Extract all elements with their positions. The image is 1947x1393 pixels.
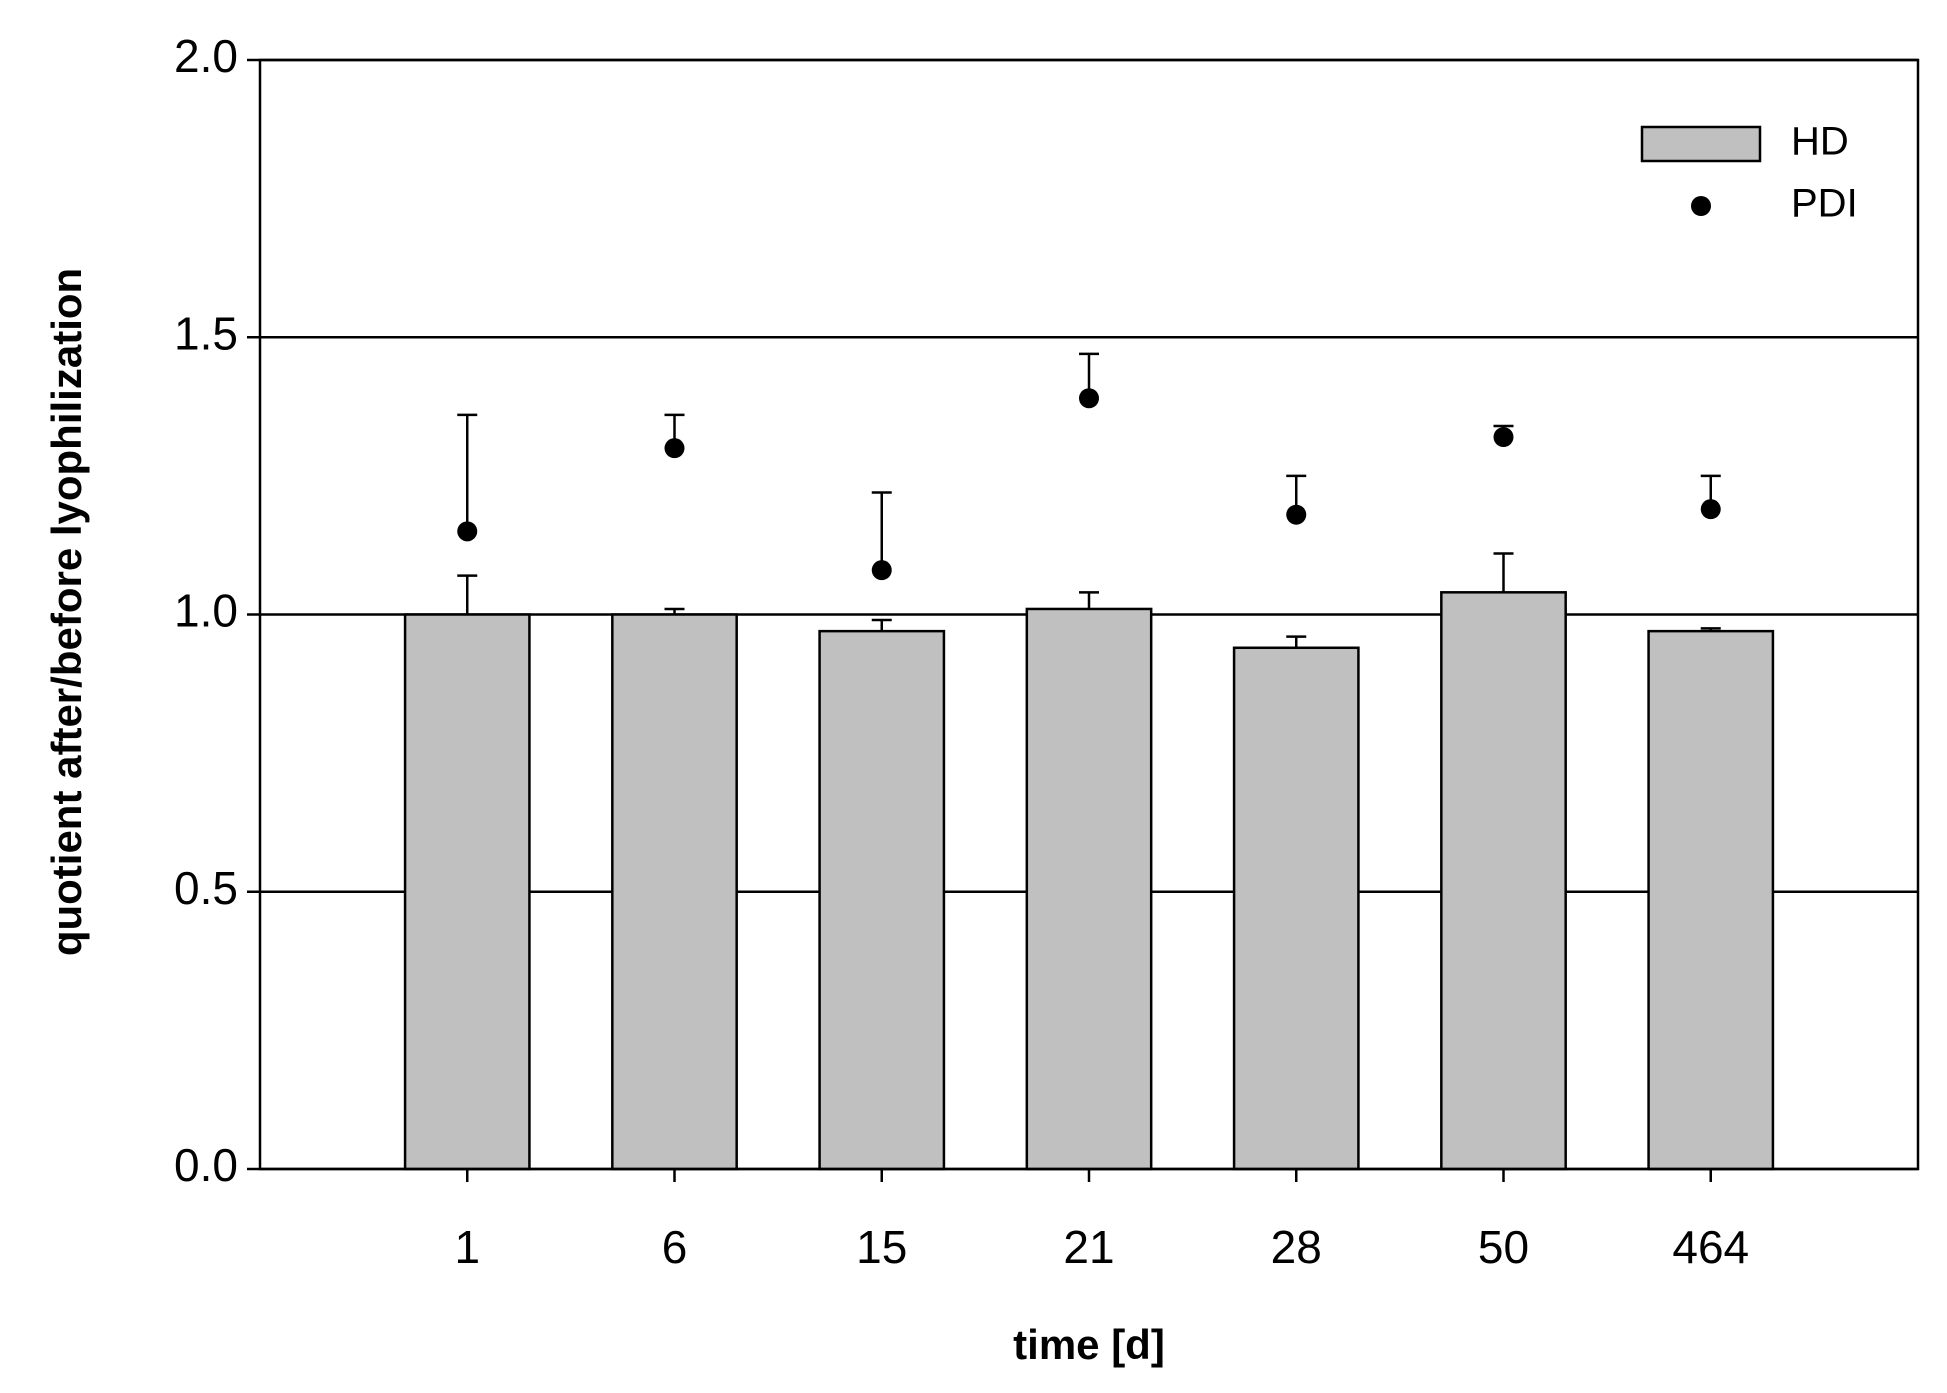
bar	[818, 629, 946, 1171]
point	[871, 560, 892, 581]
plot-frame	[258, 58, 1920, 1171]
point	[1493, 427, 1514, 448]
bar	[1232, 646, 1360, 1171]
legend-swatch	[1640, 125, 1762, 163]
x-tick-label: 21	[1063, 1221, 1114, 1273]
bar	[403, 613, 531, 1171]
point	[1700, 499, 1721, 520]
y-tick-label: 1.5	[174, 307, 238, 359]
point	[1079, 388, 1099, 409]
point	[457, 521, 478, 542]
legend-label: PDI	[1791, 182, 1858, 226]
x-tick-label: 50	[1478, 1221, 1529, 1273]
legend-label: HD	[1791, 120, 1849, 164]
y-axis-title: quotient after/before lyophilization	[43, 268, 90, 956]
y-tick-label: 1.0	[174, 585, 238, 637]
x-tick-label: 1	[454, 1221, 480, 1273]
point	[1286, 504, 1307, 525]
bar	[1647, 629, 1775, 1171]
bar	[1025, 607, 1153, 1171]
bar	[611, 613, 738, 1171]
x-tick-label: 28	[1271, 1221, 1322, 1273]
y-tick-label: 0.0	[174, 1139, 238, 1191]
y-tick-label: 2.0	[174, 30, 238, 82]
x-tick-label: 6	[662, 1221, 688, 1273]
x-tick-label: 464	[1672, 1221, 1749, 1273]
y-tick-label: 0.5	[174, 862, 238, 914]
x-axis-title: time [d]	[1013, 1321, 1165, 1368]
legend-marker	[1691, 196, 1711, 216]
x-tick-label: 15	[856, 1221, 907, 1273]
bar	[1440, 591, 1567, 1171]
point	[664, 438, 685, 459]
